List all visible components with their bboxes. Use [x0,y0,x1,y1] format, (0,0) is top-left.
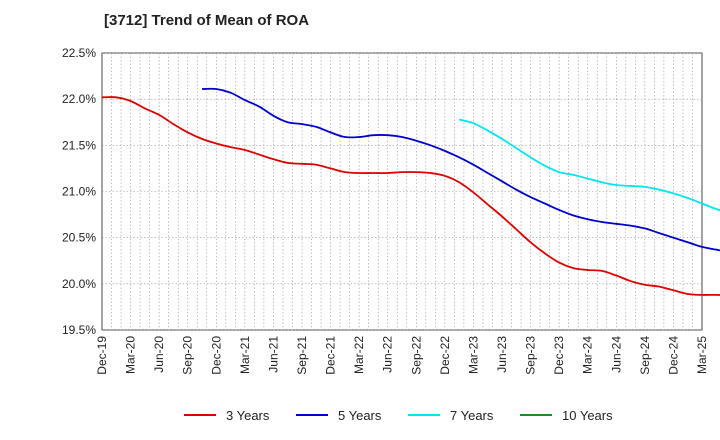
x-tick-label: Sep-20 [181,336,195,375]
series-line-5-years [201,87,720,252]
plot-area [101,52,703,331]
x-tick-label: Dec-20 [209,336,223,375]
x-tick-label: Dec-22 [438,336,452,375]
x-tick-label: Sep-21 [295,336,309,375]
x-tick-label: Jun-20 [152,336,166,373]
x-tick-label: Mar-24 [581,336,595,374]
legend-label-5-years: 5 Years [338,408,382,423]
x-tick-label: Dec-19 [95,336,109,375]
series-line-7-years [458,118,720,212]
y-tick-label: 20.0% [62,277,96,291]
y-tick-label: 21.5% [62,138,96,152]
x-tick-label: Jun-24 [609,336,623,373]
series-line-3-years [101,96,720,296]
x-tick-label: Mar-25 [695,336,709,374]
x-tick-label: Mar-22 [352,336,366,374]
axis-layer: 22.5% 22.0% 21.5% 21.0% 20.5% 20.0% 19.5%Dec-1… [62,46,709,375]
x-tick-label: Jun-22 [381,336,395,373]
x-tick-label: Dec-21 [324,336,338,375]
x-tick-label: Jun-21 [266,336,280,373]
x-tick-label: Mar-20 [124,336,138,374]
legend-label-10-years: 10 Years [562,408,613,423]
grid-layer [101,52,703,331]
chart-title: [3712] Trend of Mean of ROA [104,12,310,29]
y-tick-label: 22.0% [62,92,96,106]
x-tick-label: Mar-23 [466,336,480,374]
x-tick-label: Sep-24 [638,336,652,375]
x-tick-label: Dec-24 [666,336,680,375]
legend-label-3-years: 3 Years [226,408,270,423]
x-tick-label: Dec-23 [552,336,566,375]
y-tick-label: 19.5% [62,323,96,337]
series-layer [101,87,720,296]
x-tick-label: Mar-21 [238,336,252,374]
legend-label-7-years: 7 Years [450,408,494,423]
legend: 3 Years 5 Years 7 Years 10 Years [184,408,613,423]
y-tick-label: 21.0% [62,185,96,199]
y-tick-label: 22.5% [62,46,96,60]
x-tick-label: Sep-22 [409,336,423,375]
y-tick-label: 20.5% [62,231,96,245]
x-tick-label: Sep-23 [524,336,538,375]
x-tick-label: Jun-23 [495,336,509,373]
